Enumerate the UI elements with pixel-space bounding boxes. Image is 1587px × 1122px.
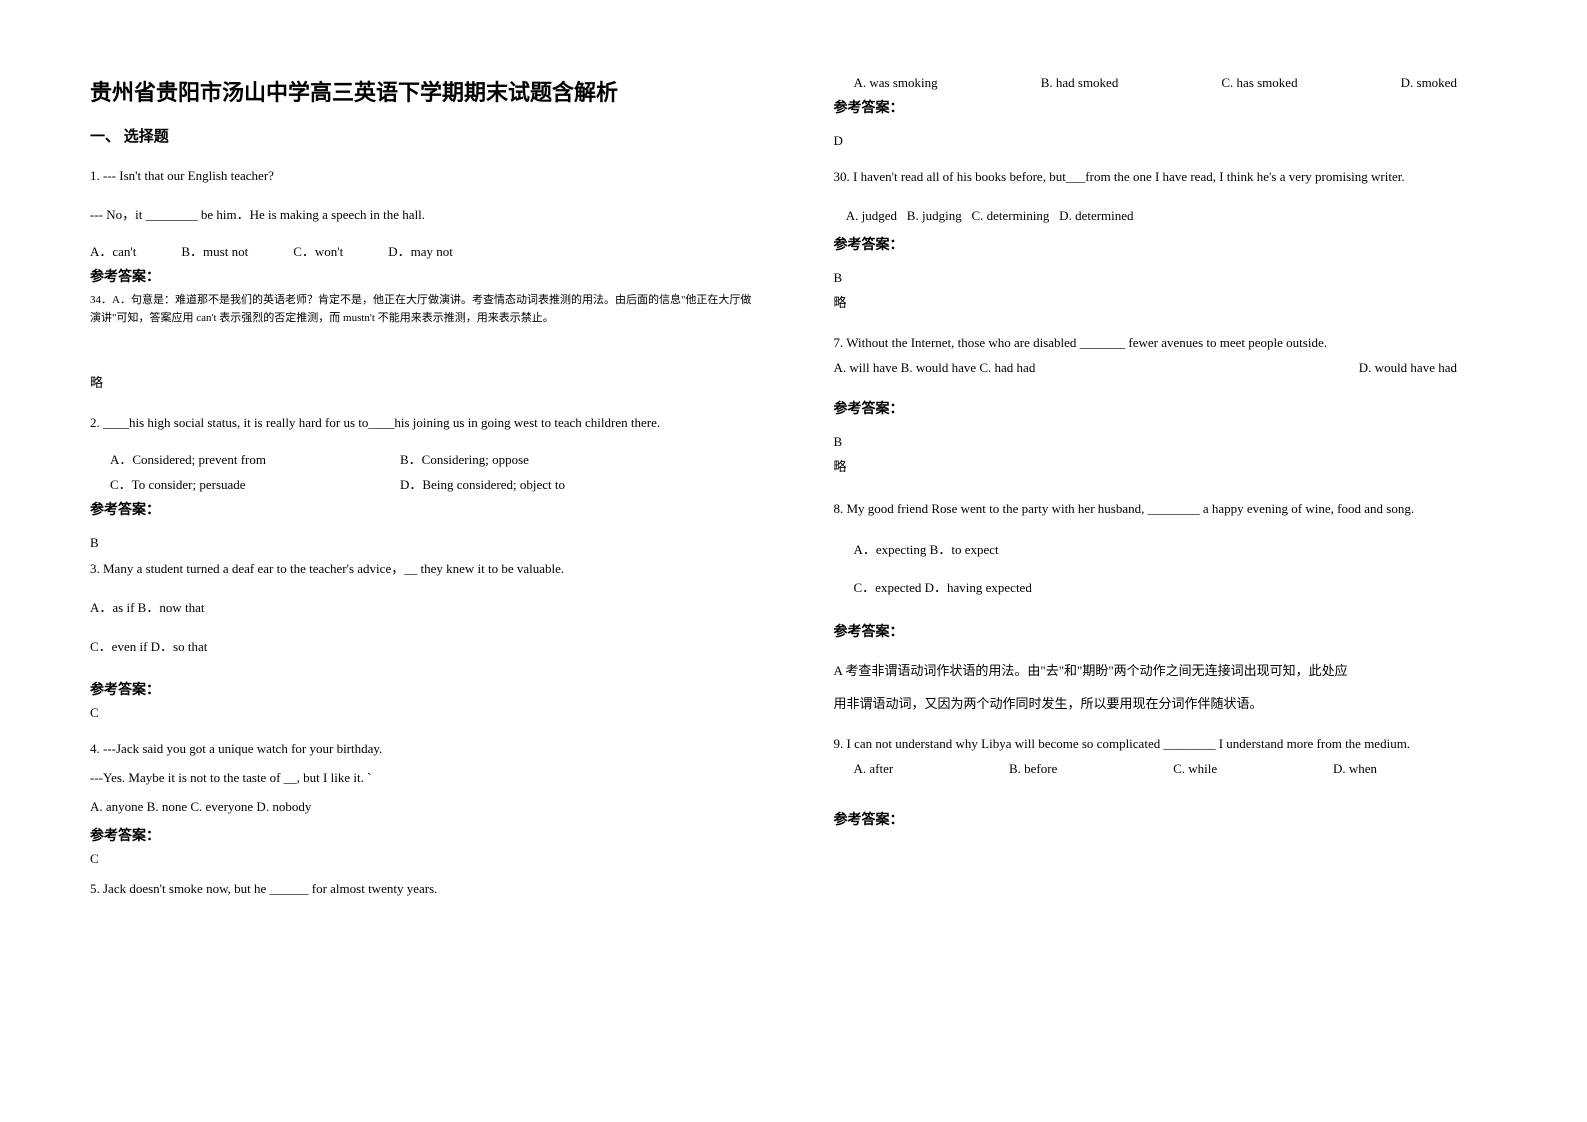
q8-exp2: 用非谓语动词，又因为两个动作同时发生，所以要用现在分词作伴随状语。 xyxy=(834,690,1498,719)
q4-answer: C xyxy=(90,851,754,867)
q5-optC: C. has smoked xyxy=(1221,75,1297,91)
q9-options: A. after B. before C. while D. when xyxy=(834,761,1498,777)
q7-optD: D. would have had xyxy=(1359,360,1457,376)
q2-row2: C．To consider; persuade D．Being consider… xyxy=(90,474,754,493)
q1-optC: C．won't xyxy=(293,241,343,260)
q8-line2: A．expecting B．to expect xyxy=(834,538,1498,563)
q4-line1: 4. ---Jack said you got a unique watch f… xyxy=(90,737,754,762)
q8-exp1: A 考查非谓语动词作状语的用法。由"去"和"期盼"两个动作之间无连接词出现可知，… xyxy=(834,657,1498,686)
document-title: 贵州省贵阳市汤山中学高三英语下学期期末试题含解析 xyxy=(90,75,754,107)
q30-brief: 略 xyxy=(834,292,1498,311)
q8-answer-label: 参考答案： xyxy=(834,621,1498,641)
left-column: 贵州省贵阳市汤山中学高三英语下学期期末试题含解析 一、 选择题 1. --- I… xyxy=(90,75,754,906)
q2-answer: B xyxy=(90,535,754,551)
q3-line3: C．even if D．so that xyxy=(90,635,754,660)
q1-optD: D．may not xyxy=(388,241,453,260)
q9-text: 9. I can not understand why Libya will b… xyxy=(834,732,1498,757)
q30-text: 30. I haven't read all of his books befo… xyxy=(834,165,1498,190)
q7-opts-left: A. will have B. would have C. had had xyxy=(834,360,1036,376)
q3-answer: C xyxy=(90,705,754,721)
section-heading: 一、 选择题 xyxy=(90,125,754,146)
q7-brief: 略 xyxy=(834,456,1498,475)
q2-optD: D．Being considered; object to xyxy=(400,474,565,493)
right-column: A. was smoking B. had smoked C. has smok… xyxy=(834,75,1498,906)
q7-answer: B xyxy=(834,434,1498,450)
q4-line3: A. anyone B. none C. everyone D. nobody xyxy=(90,795,754,820)
q9-optD: D. when xyxy=(1333,761,1377,777)
q9-optB: B. before xyxy=(1009,761,1057,777)
q2-answer-label: 参考答案： xyxy=(90,499,754,519)
q2-optB: B．Considering; oppose xyxy=(400,449,529,468)
q1-brief: 略 xyxy=(90,372,754,391)
q5-optB: B. had smoked xyxy=(1041,75,1119,91)
q2-text: 2. ____his high social status, it is rea… xyxy=(90,411,754,436)
q9-optA: A. after xyxy=(854,761,894,777)
q5-optA: A. was smoking xyxy=(854,75,938,91)
q3-text: 3. Many a student turned a deaf ear to t… xyxy=(90,557,754,582)
q5-optD: D. smoked xyxy=(1401,75,1457,91)
q5-options: A. was smoking B. had smoked C. has smok… xyxy=(834,75,1498,91)
q2-row1: A．Considered; prevent from B．Considering… xyxy=(90,449,754,468)
q1-optB: B．must not xyxy=(181,241,248,260)
q7-text: 7. Without the Internet, those who are d… xyxy=(834,331,1498,356)
q1-line2: --- No，it ________ be him．He is making a… xyxy=(90,203,754,228)
q5-text: 5. Jack doesn't smoke now, but he ______… xyxy=(90,877,754,902)
q2-optC: C．To consider; persuade xyxy=(110,474,350,493)
q1-options: A．can't B．must not C．won't D．may not xyxy=(90,241,754,260)
q3-answer-label: 参考答案： xyxy=(90,679,754,699)
q5-answer: D xyxy=(834,133,1498,149)
q1-line1: 1. --- Isn't that our English teacher? xyxy=(90,164,754,189)
q4-line2: ---Yes. Maybe it is not to the taste of … xyxy=(90,766,754,791)
q7-answer-label: 参考答案： xyxy=(834,398,1498,418)
q8-line3: C．expected D．having expected xyxy=(834,576,1498,601)
q7-options: A. will have B. would have C. had had D.… xyxy=(834,360,1498,376)
q1-answer-label: 参考答案： xyxy=(90,266,754,286)
q5-answer-label: 参考答案： xyxy=(834,97,1498,117)
q3-line2: A．as if B．now that xyxy=(90,596,754,621)
q8-text: 8. My good friend Rose went to the party… xyxy=(834,495,1498,524)
q1-optA: A．can't xyxy=(90,241,136,260)
q1-explanation: 34．A．句意是：难道那不是我们的英语老师？肯定不是，他正在大厅做演讲。考查情态… xyxy=(90,292,754,327)
q30-answer: B xyxy=(834,270,1498,286)
q2-optA: A．Considered; prevent from xyxy=(110,449,350,468)
q30-answer-label: 参考答案： xyxy=(834,234,1498,254)
q9-optC: C. while xyxy=(1173,761,1217,777)
q9-answer-label: 参考答案： xyxy=(834,809,1498,829)
q4-answer-label: 参考答案： xyxy=(90,825,754,845)
q30-opts: A. judged B. judging C. determining D. d… xyxy=(834,204,1498,229)
